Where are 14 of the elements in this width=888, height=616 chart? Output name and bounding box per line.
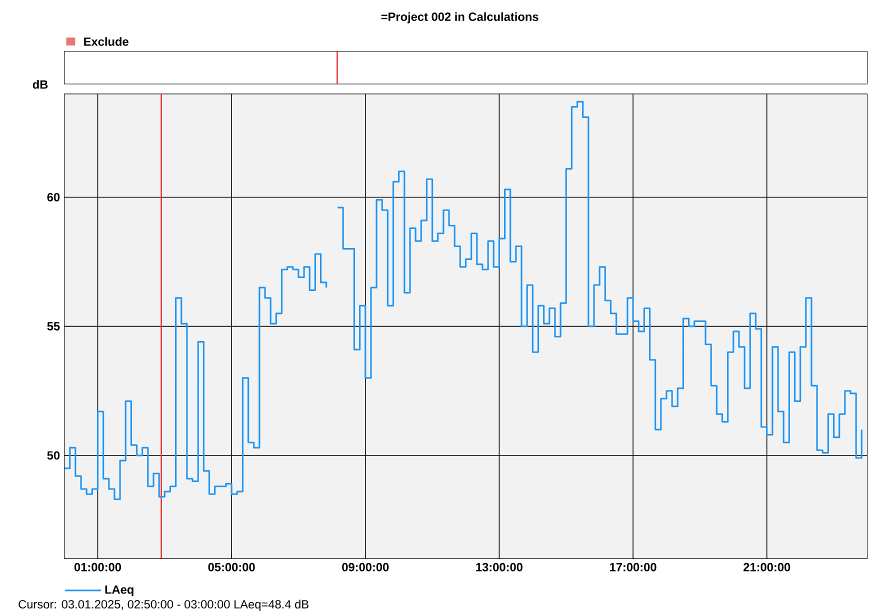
x-tick-label: 13:00:00: [476, 562, 522, 572]
y-tick-label: 50: [47, 451, 60, 460]
text: Cursor: 03.01.2025, 02:50:00 - 03:00:00 LAeq=48.4 dB: [18, 600, 308, 611]
x-tick-label: 21:00:00: [744, 562, 790, 572]
legend-label: LAeq: [105, 585, 134, 596]
chart-title: =Project 002 in Calculations: [381, 12, 538, 24]
x-tick-label: 05:00:00: [208, 562, 255, 572]
y-tick-label: 55: [47, 322, 60, 330]
x-tick-label: 17:00:00: [610, 562, 656, 572]
y-tick-label: 60: [47, 192, 60, 202]
x-tick-label: 09:00:00: [342, 562, 389, 572]
y-axis-title: dB: [32, 80, 48, 89]
text: Exclude: [84, 37, 128, 46]
x-tick-label: 01:00:00: [74, 562, 121, 572]
